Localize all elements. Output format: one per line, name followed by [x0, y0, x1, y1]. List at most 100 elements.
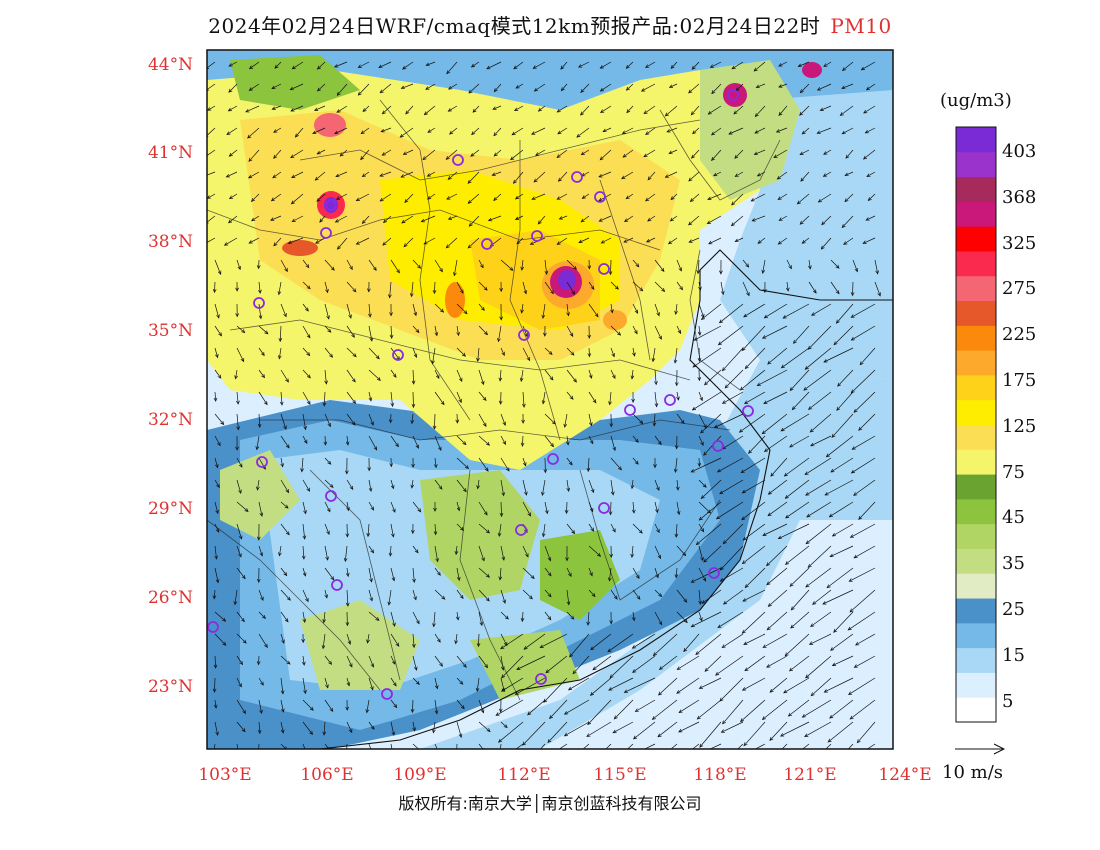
wind-arrow-head: [302, 572, 307, 577]
wind-arrow-head: [459, 526, 464, 531]
wind-arrow-head: [256, 578, 261, 584]
wind-arrow-head: [427, 129, 432, 133]
wind-arrow-head: [369, 597, 374, 602]
wind-arrow-head: [395, 443, 399, 448]
wind-arrow: [707, 215, 722, 224]
city-marker: [624, 404, 636, 416]
wind-arrow-head: [455, 753, 458, 756]
wind-arrow-head: [688, 177, 693, 182]
wind-arrow: [582, 193, 590, 199]
wind-arrow: [809, 633, 832, 645]
wind-arrow: [248, 149, 260, 162]
wind-arrow: [302, 391, 311, 405]
wind-arrow-head: [778, 217, 783, 221]
wind-arrow-head: [375, 355, 380, 360]
wind-arrow: [866, 83, 876, 91]
wind-arrow-head: [357, 64, 362, 68]
wind-arrow-head: [719, 490, 724, 495]
wind-arrow: [773, 149, 788, 158]
wind-arrow-head: [529, 241, 534, 245]
wind-arrow-head: [860, 66, 865, 71]
wind-arrow-head: [569, 332, 574, 337]
wind-arrow-head: [533, 87, 538, 92]
wind-arrow: [478, 369, 484, 385]
wind-arrow: [401, 83, 414, 89]
wind-arrow: [380, 193, 392, 202]
wind-arrow: [698, 479, 707, 488]
wind-arrow-head: [713, 172, 718, 177]
wind-arrow: [478, 303, 485, 311]
wind-arrow-head: [217, 441, 221, 447]
wind-arrow-head: [822, 173, 828, 177]
wind-arrow: [346, 325, 355, 338]
wind-arrow: [698, 325, 701, 336]
wind-arrow-head: [556, 154, 561, 158]
wind-arrow: [472, 105, 480, 113]
wind-arrow-head: [664, 174, 669, 178]
wind-arrow-head: [862, 240, 867, 244]
wind-arrow-head: [284, 267, 288, 273]
wind-arrow: [322, 633, 326, 649]
wind-arrow-head: [607, 648, 612, 653]
wind-arrow-head: [504, 615, 509, 620]
wind-arrow-head: [280, 729, 285, 734]
wind-arrow-head: [674, 310, 678, 316]
wind-arrow: [852, 259, 858, 272]
wind-arrow: [214, 369, 222, 379]
wind-arrow: [756, 83, 766, 88]
wind-arrow-head: [348, 728, 353, 734]
wind-arrow-head: [455, 419, 460, 424]
wind-arrow: [683, 633, 700, 652]
wind-arrow-head: [843, 241, 848, 245]
wind-arrow: [447, 171, 458, 180]
wind-arrow-head: [632, 735, 638, 740]
wind-arrow: [500, 413, 506, 426]
wind-arrow-head: [612, 729, 617, 734]
wind-arrow-head: [352, 399, 356, 405]
wind-arrow: [609, 655, 634, 679]
wind-arrow-head: [415, 444, 419, 449]
wind-arrow-head: [485, 441, 491, 446]
wind-arrow: [654, 325, 662, 340]
wind-arrow: [807, 545, 832, 568]
wind-arrow: [808, 281, 817, 294]
wind-arrow-head: [817, 198, 822, 203]
wind-arrow-head: [215, 464, 219, 469]
wind-arrow: [214, 699, 217, 709]
wind-arrow-head: [345, 441, 350, 446]
wind-arrow: [280, 435, 290, 449]
wind-arrow: [302, 303, 309, 312]
wind-arrow-head: [741, 516, 746, 521]
wind-arrow: [214, 457, 218, 468]
wind-arrow-head: [733, 110, 738, 115]
wind-arrow: [647, 215, 656, 222]
colorbar-label-125: 125: [1002, 416, 1037, 437]
wind-arrow: [708, 237, 722, 245]
wind-arrow: [566, 435, 569, 445]
wind-arrow-head: [753, 67, 758, 72]
wind-arrow: [368, 413, 374, 426]
wind-arrow: [500, 589, 506, 604]
wind-arrow: [534, 83, 546, 92]
wind-arrow: [676, 501, 680, 515]
wind-arrow-head: [495, 712, 500, 716]
wind-arrow: [668, 149, 678, 154]
wind-arrow: [851, 303, 876, 318]
wind-arrow: [566, 611, 575, 620]
wind-arrow-head: [216, 483, 220, 489]
wind-arrow: [324, 259, 335, 271]
wind-arrow: [362, 171, 370, 177]
wind-arrow-head: [346, 507, 350, 512]
lon-label-121: 121°E: [783, 765, 837, 785]
wind-arrow: [367, 633, 370, 643]
wind-arrow: [805, 567, 832, 588]
wind-arrow: [734, 149, 744, 159]
wind-arrow-head: [718, 319, 723, 324]
wind-arrow-head: [270, 217, 275, 221]
wind-arrow-head: [586, 621, 591, 626]
wind-arrow-head: [445, 244, 450, 249]
wind-arrow-head: [823, 689, 828, 693]
wind-arrow: [434, 281, 436, 294]
wind-arrow: [780, 721, 810, 737]
wind-arrow: [427, 127, 436, 133]
